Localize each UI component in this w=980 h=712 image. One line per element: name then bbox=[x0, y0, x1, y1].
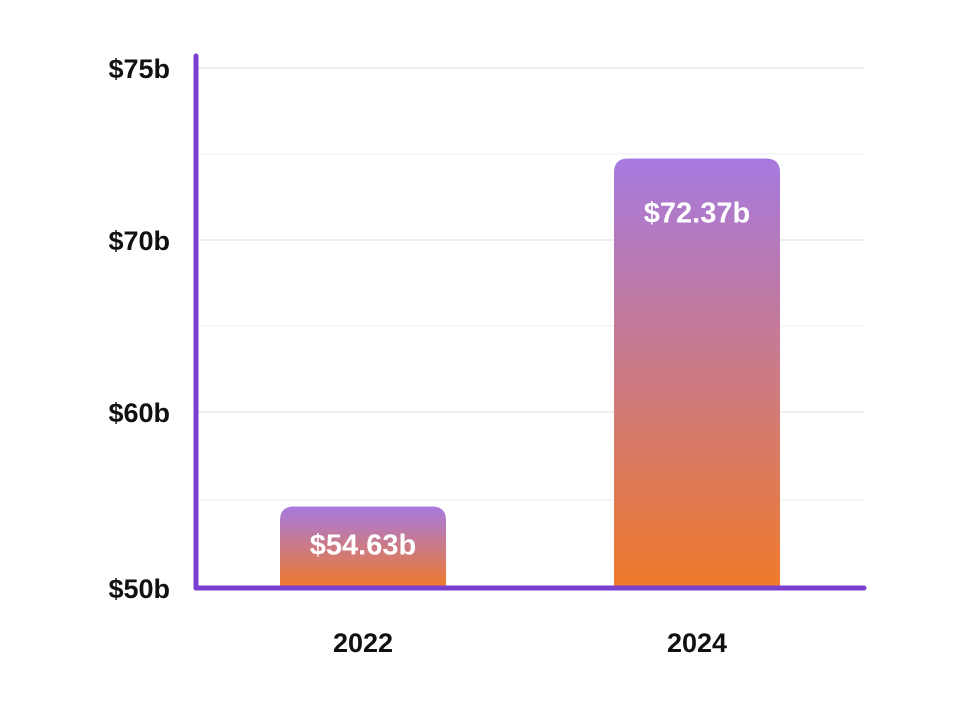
x-category-label: 2022 bbox=[333, 628, 393, 658]
y-tick-label: $75b bbox=[108, 54, 170, 84]
x-axis-categories: 2022 2024 bbox=[333, 628, 727, 658]
bar-value-label: $72.37b bbox=[644, 197, 750, 229]
y-tick-label: $50b bbox=[108, 574, 170, 604]
y-axis-ticks: $50b $60b $70b $75b bbox=[108, 54, 170, 604]
y-tick-label: $70b bbox=[108, 226, 170, 256]
bars: $54.63b $72.37b bbox=[280, 158, 780, 589]
bar-value-label: $54.63b bbox=[310, 530, 416, 562]
axes bbox=[193, 53, 867, 591]
bar-2022 bbox=[280, 506, 446, 588]
bar-2024 bbox=[614, 158, 780, 589]
x-category-label: 2024 bbox=[667, 628, 727, 658]
y-tick-label: $60b bbox=[108, 398, 170, 428]
